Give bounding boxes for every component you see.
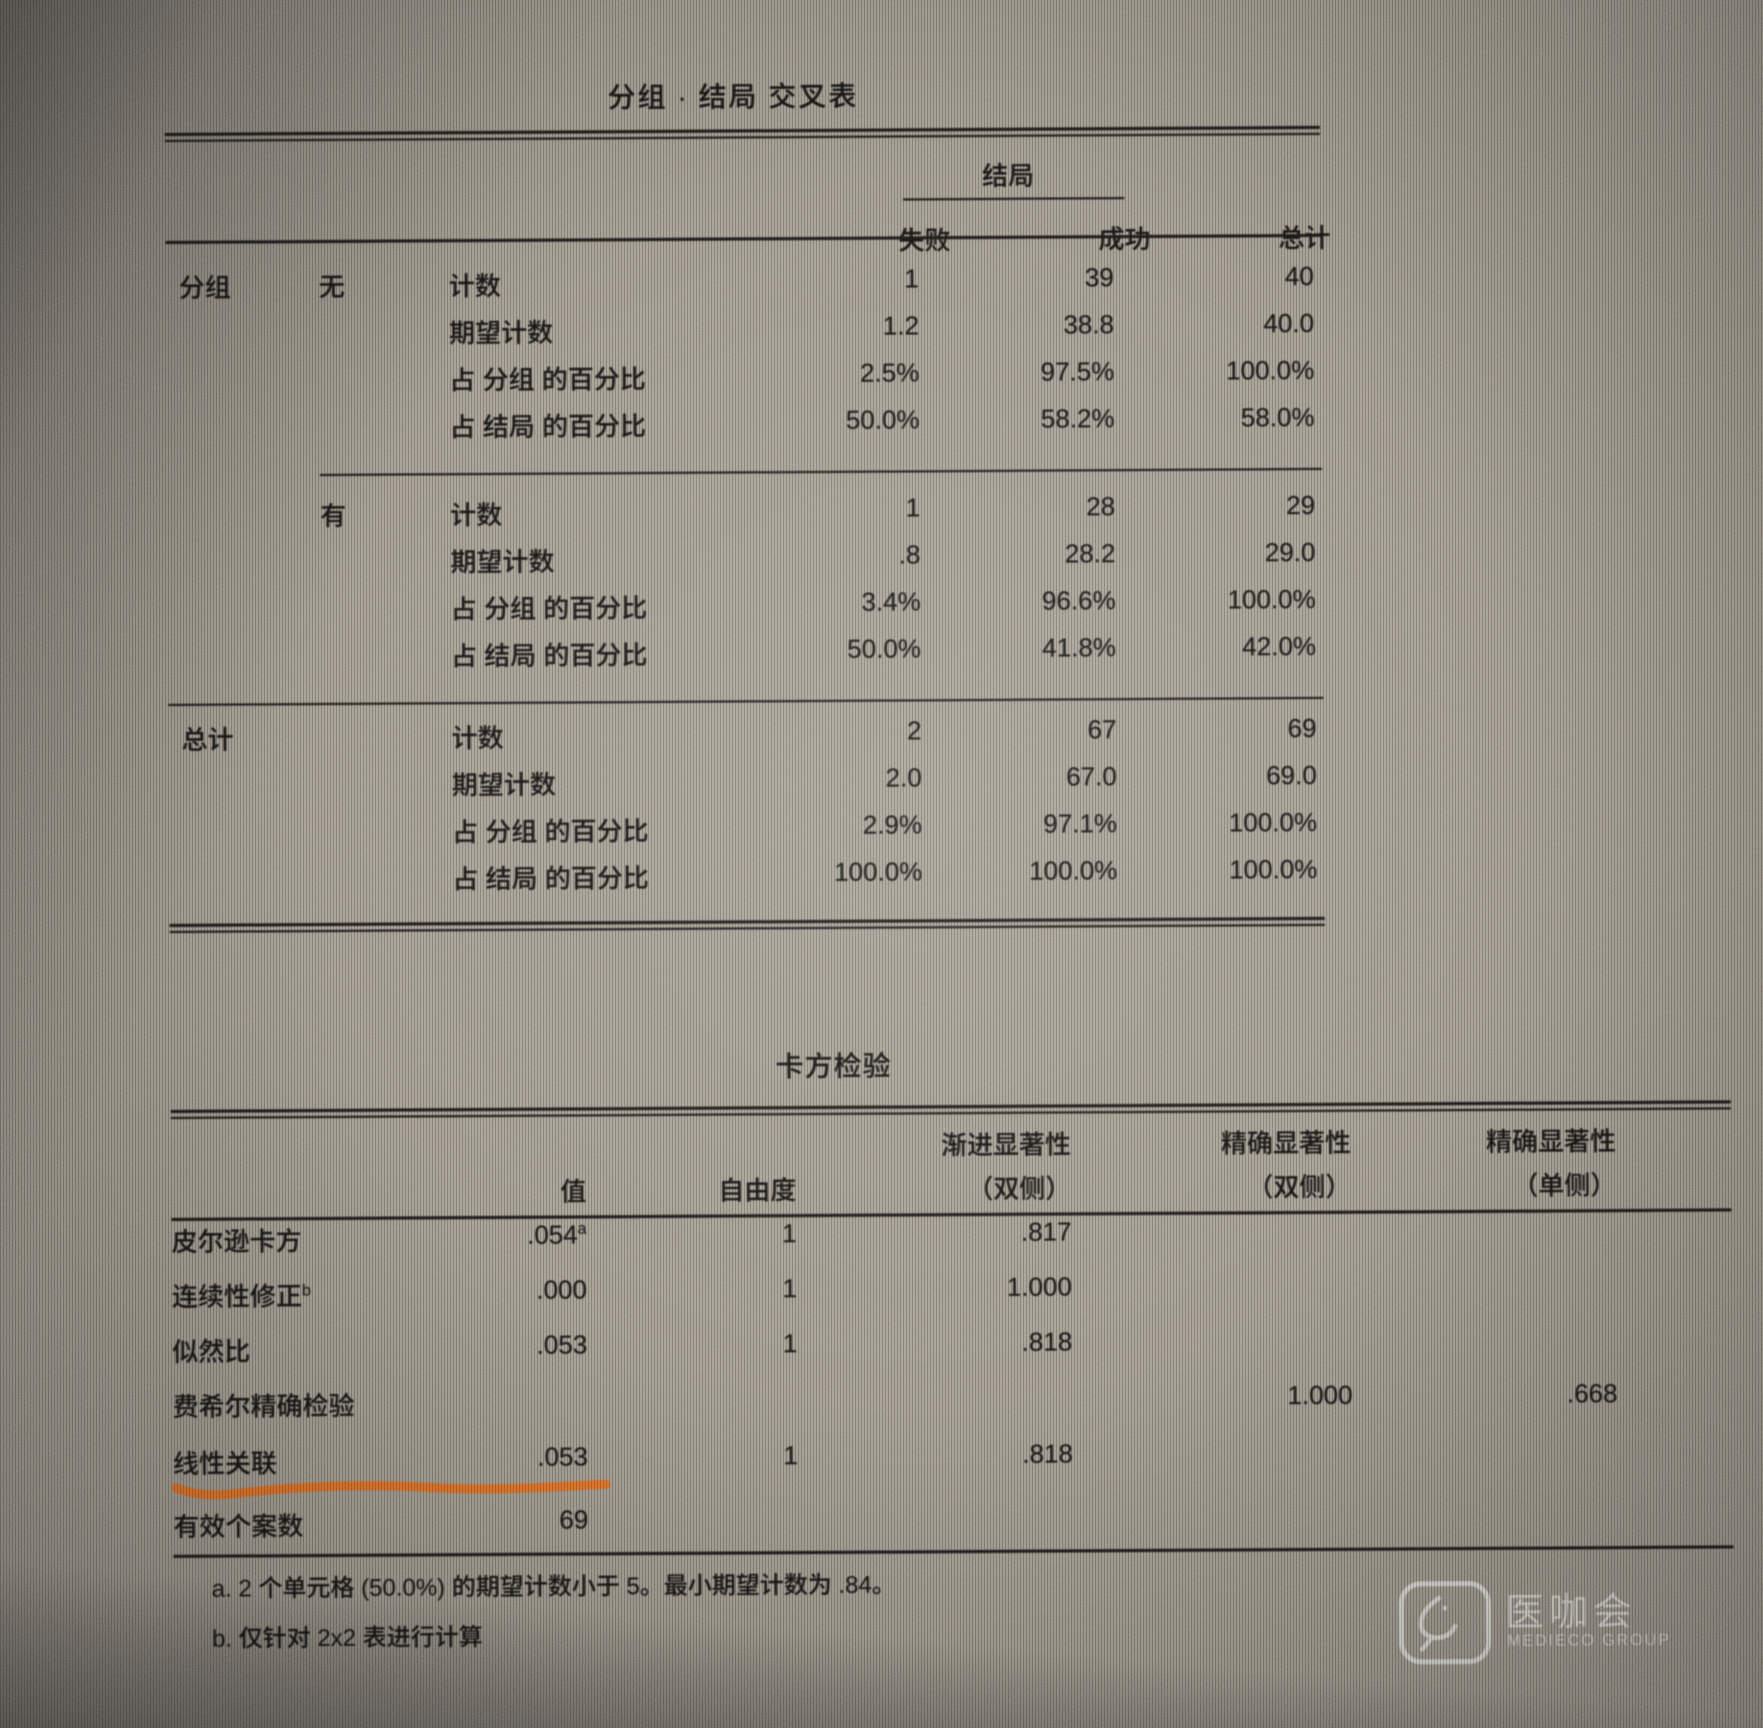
svg-text:医咖会: 医咖会: [1505, 1584, 1637, 1638]
